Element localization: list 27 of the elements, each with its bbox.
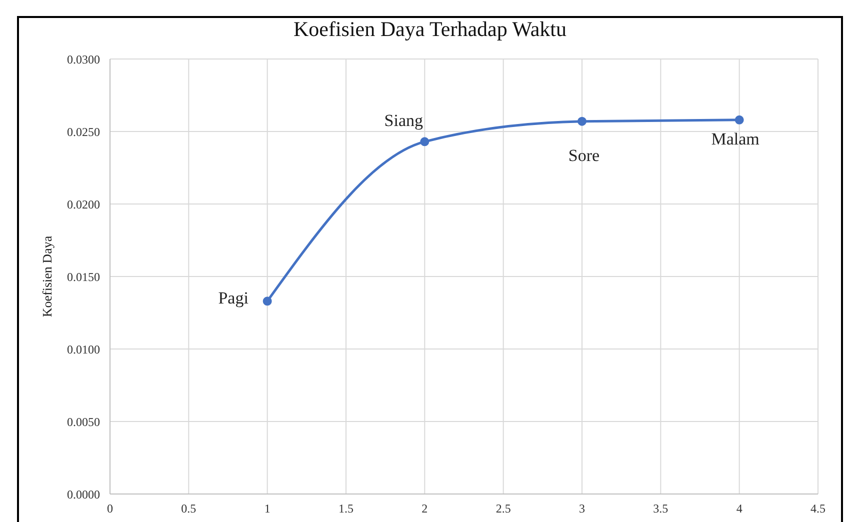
x-tick-label: 1 xyxy=(264,502,270,516)
y-tick-label: 0.0250 xyxy=(67,124,100,139)
x-tick-label: 4.5 xyxy=(810,502,826,516)
x-tick-label: 0.5 xyxy=(181,502,196,516)
point xyxy=(420,137,430,146)
x-tick-label: 4 xyxy=(736,502,742,516)
x-tick-label: 0 xyxy=(107,502,113,516)
point xyxy=(262,296,272,306)
y-tick-label: 0.0000 xyxy=(67,487,100,502)
point xyxy=(734,115,744,124)
annotation: Sore xyxy=(568,146,600,165)
x-tick-label: 2.5 xyxy=(496,502,511,516)
x-tick-label: 3.5 xyxy=(653,502,668,516)
chart-title: Koefisien Daya Terhadap Waktu xyxy=(292,16,568,42)
x-tick-label: 2 xyxy=(422,502,428,516)
x-tick-label: 3 xyxy=(579,502,585,516)
y-tick-label: 0.0050 xyxy=(67,414,100,429)
y-tick-label: 0.0100 xyxy=(67,342,100,356)
annotation: Pagi xyxy=(218,288,249,308)
y-axis-title: Koefisien Daya xyxy=(40,236,54,318)
x-tick-label: 1.5 xyxy=(338,502,354,516)
annotation: Malam xyxy=(711,129,760,148)
annotation: Siang xyxy=(384,111,424,130)
y-tick-label: 0.0150 xyxy=(67,270,100,284)
y-tick-label: 0.0300 xyxy=(67,52,100,66)
y-tick-label: 0.0200 xyxy=(67,197,100,212)
point xyxy=(578,116,586,126)
